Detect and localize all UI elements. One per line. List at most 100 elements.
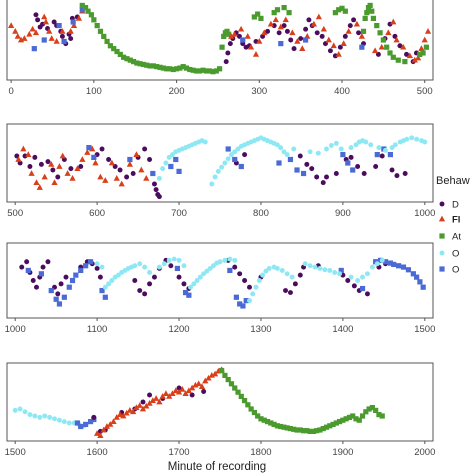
data-point — [215, 168, 221, 174]
data-point — [166, 154, 172, 160]
data-point — [268, 420, 274, 426]
data-point — [27, 412, 33, 418]
data-point — [151, 274, 157, 280]
legend-key — [439, 266, 445, 272]
data-point — [370, 15, 377, 21]
data-point — [173, 66, 180, 72]
data-point — [175, 388, 183, 395]
data-point — [342, 33, 348, 39]
data-point — [163, 160, 169, 166]
data-point — [287, 426, 294, 432]
data-point — [45, 159, 51, 165]
data-point — [320, 25, 327, 32]
data-point — [391, 261, 397, 268]
x-tick-label: 300 — [251, 86, 267, 97]
data-point — [45, 259, 51, 265]
data-point — [333, 420, 339, 426]
data-point — [226, 31, 232, 37]
data-point — [25, 151, 32, 157]
data-point — [181, 281, 187, 287]
panel-frame — [6, 123, 434, 203]
legend-label: At — [452, 232, 461, 243]
data-point — [17, 36, 25, 43]
data-point — [376, 412, 382, 418]
data-point — [213, 68, 219, 74]
series-9 — [240, 37, 365, 50]
data-point — [212, 174, 218, 180]
data-point — [97, 173, 104, 180]
data-point — [126, 407, 134, 413]
x-axis-title: Minute of recording — [168, 461, 266, 473]
data-point — [88, 12, 94, 18]
data-point — [298, 36, 304, 42]
data-point — [12, 27, 19, 34]
legend-label: Fl — [452, 215, 460, 226]
data-point — [421, 36, 428, 43]
x-tick-label: 2000 — [414, 447, 435, 458]
x-tick-label: 700 — [171, 208, 187, 219]
data-point — [288, 37, 294, 43]
data-point — [348, 154, 354, 160]
data-point — [390, 54, 396, 60]
data-point — [258, 416, 264, 422]
data-point — [171, 256, 177, 262]
data-point — [306, 17, 312, 23]
data-point — [302, 261, 308, 267]
data-point — [202, 139, 208, 145]
data-point — [166, 257, 172, 263]
legend-entry: Fl — [438, 215, 460, 226]
data-point — [294, 38, 301, 44]
data-point — [327, 267, 333, 273]
data-point — [195, 380, 202, 387]
data-point — [207, 68, 213, 74]
data-point — [228, 152, 234, 158]
series-1 — [14, 146, 408, 200]
data-point — [340, 40, 347, 46]
data-point — [161, 261, 167, 267]
data-point — [237, 25, 245, 32]
data-point — [277, 23, 284, 30]
data-point — [22, 153, 28, 159]
data-point — [274, 7, 281, 13]
data-point — [176, 385, 182, 391]
data-point — [337, 419, 343, 425]
data-point — [374, 23, 380, 29]
data-point — [194, 278, 200, 283]
data-point — [142, 291, 148, 297]
data-point — [41, 13, 48, 20]
data-point — [14, 33, 21, 39]
data-point — [232, 264, 238, 270]
legend-key — [439, 250, 445, 256]
data-point — [371, 47, 379, 54]
data-point — [395, 263, 402, 269]
data-point — [240, 303, 246, 309]
data-point — [353, 20, 361, 27]
data-point — [243, 298, 249, 304]
data-point — [368, 142, 374, 148]
data-point — [402, 59, 408, 65]
data-point — [286, 10, 292, 16]
data-point — [110, 418, 117, 424]
data-point — [168, 263, 174, 269]
data-point — [333, 171, 339, 176]
data-point — [42, 413, 48, 419]
data-point — [139, 405, 147, 412]
data-point — [25, 267, 31, 274]
series-2 — [25, 257, 426, 309]
data-point — [55, 174, 61, 180]
data-point — [78, 423, 84, 430]
data-point — [22, 409, 28, 415]
data-point — [289, 274, 295, 280]
data-point — [300, 170, 307, 177]
data-point — [417, 279, 423, 285]
data-point — [211, 370, 219, 377]
data-point — [266, 265, 272, 271]
data-point — [107, 421, 114, 427]
data-point — [323, 424, 330, 430]
data-point — [102, 294, 108, 300]
data-point — [250, 291, 256, 297]
x-tick-label: 200 — [169, 86, 185, 97]
data-point — [294, 167, 300, 173]
data-point — [169, 390, 176, 396]
